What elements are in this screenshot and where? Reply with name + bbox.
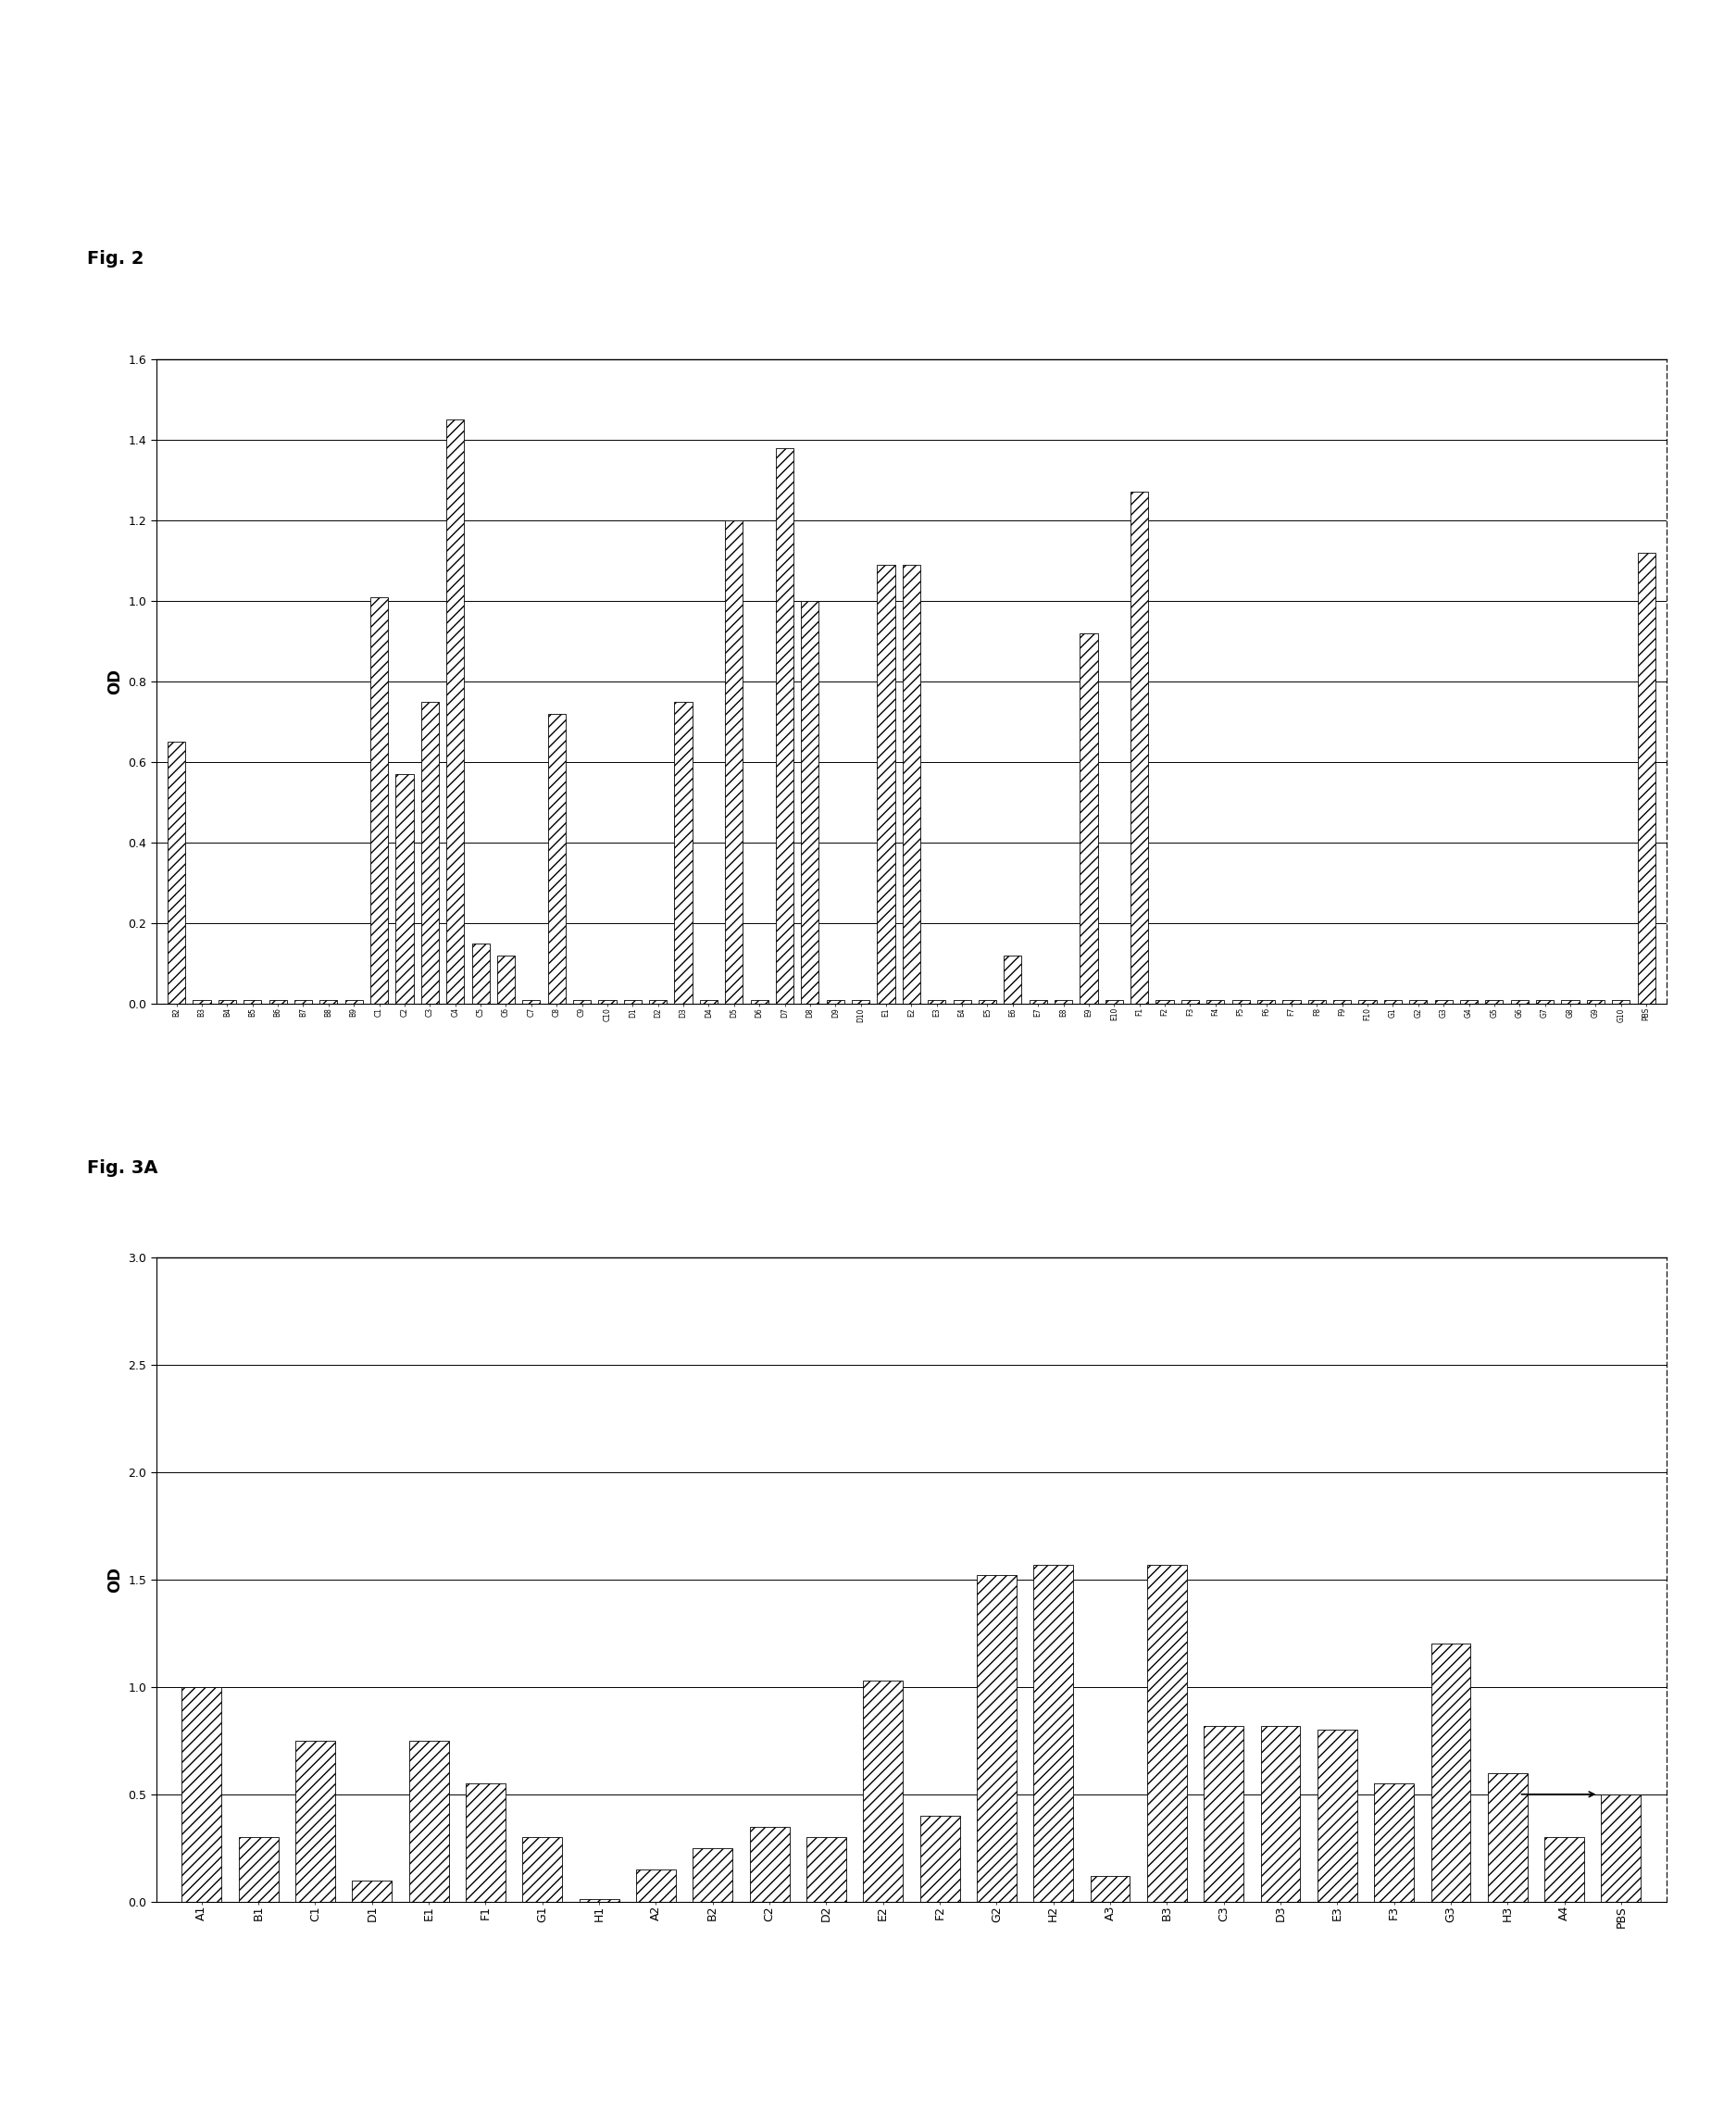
Bar bbox=[465, 1783, 505, 1902]
Bar bbox=[1460, 999, 1477, 1004]
Bar bbox=[750, 1826, 790, 1902]
Bar bbox=[319, 999, 337, 1004]
Bar bbox=[977, 1574, 1017, 1902]
Bar bbox=[1359, 999, 1377, 1004]
Bar bbox=[1033, 1564, 1073, 1902]
Bar bbox=[1106, 999, 1123, 1004]
Bar bbox=[1486, 999, 1503, 1004]
Bar bbox=[219, 999, 236, 1004]
Bar bbox=[903, 564, 920, 1004]
Bar bbox=[496, 955, 516, 1004]
Bar bbox=[1430, 1644, 1470, 1902]
Bar bbox=[1510, 999, 1528, 1004]
Bar bbox=[1637, 551, 1654, 1004]
Bar bbox=[802, 600, 819, 1004]
Y-axis label: OD: OD bbox=[106, 1566, 123, 1593]
Bar bbox=[1090, 1876, 1130, 1902]
Bar bbox=[410, 1741, 448, 1902]
Bar bbox=[920, 1815, 960, 1902]
Bar bbox=[623, 999, 642, 1004]
Bar bbox=[1375, 1783, 1413, 1902]
Bar bbox=[750, 999, 769, 1004]
Bar bbox=[1003, 955, 1021, 1004]
Bar bbox=[1203, 1726, 1243, 1902]
Bar bbox=[877, 564, 896, 1004]
Bar bbox=[700, 999, 717, 1004]
Bar bbox=[649, 999, 667, 1004]
Bar bbox=[352, 1881, 392, 1902]
Bar bbox=[1156, 999, 1174, 1004]
Bar bbox=[852, 999, 870, 1004]
Bar bbox=[1147, 1564, 1187, 1902]
Bar bbox=[193, 999, 210, 1004]
Bar bbox=[182, 1686, 222, 1902]
Bar bbox=[599, 999, 616, 1004]
Bar bbox=[1260, 1726, 1300, 1902]
Bar bbox=[1257, 999, 1274, 1004]
Bar bbox=[168, 742, 186, 1004]
Bar bbox=[446, 420, 464, 1004]
Bar bbox=[1029, 999, 1047, 1004]
Bar bbox=[523, 1836, 562, 1902]
Bar bbox=[1561, 999, 1580, 1004]
Bar bbox=[806, 1836, 845, 1902]
Bar bbox=[1080, 634, 1097, 1004]
Bar bbox=[422, 702, 439, 1004]
Bar bbox=[549, 714, 566, 1004]
Bar bbox=[238, 1836, 278, 1902]
Bar bbox=[472, 942, 490, 1004]
Bar bbox=[1601, 1794, 1641, 1902]
Bar bbox=[1233, 999, 1250, 1004]
Bar bbox=[269, 999, 286, 1004]
Bar bbox=[979, 999, 996, 1004]
Bar bbox=[573, 999, 590, 1004]
Bar bbox=[693, 1849, 733, 1902]
Bar bbox=[1333, 999, 1351, 1004]
Bar bbox=[295, 1741, 335, 1902]
Bar bbox=[635, 1870, 675, 1902]
Bar bbox=[1384, 999, 1401, 1004]
Text: Fig. 3A: Fig. 3A bbox=[87, 1158, 158, 1177]
Bar bbox=[1180, 999, 1200, 1004]
Bar bbox=[345, 999, 363, 1004]
Bar bbox=[523, 999, 540, 1004]
Bar bbox=[295, 999, 312, 1004]
Bar bbox=[1283, 999, 1300, 1004]
Bar bbox=[1307, 999, 1326, 1004]
Bar bbox=[1587, 999, 1604, 1004]
Bar bbox=[863, 1680, 903, 1902]
Bar bbox=[675, 702, 693, 1004]
Bar bbox=[243, 999, 262, 1004]
Bar bbox=[826, 999, 844, 1004]
Bar bbox=[1054, 999, 1073, 1004]
Bar bbox=[370, 596, 389, 1004]
Bar bbox=[1545, 1836, 1585, 1902]
Bar bbox=[1613, 999, 1630, 1004]
Bar bbox=[1410, 999, 1427, 1004]
Bar bbox=[1536, 999, 1554, 1004]
Bar bbox=[1488, 1773, 1528, 1902]
Bar bbox=[1207, 999, 1224, 1004]
Bar bbox=[1130, 492, 1147, 1004]
Bar bbox=[927, 999, 946, 1004]
Bar bbox=[580, 1900, 620, 1902]
Y-axis label: OD: OD bbox=[106, 668, 123, 695]
Bar bbox=[396, 773, 413, 1004]
Text: Fig. 2: Fig. 2 bbox=[87, 249, 144, 268]
Bar bbox=[776, 448, 793, 1004]
Bar bbox=[1318, 1731, 1358, 1902]
Bar bbox=[726, 520, 743, 1004]
Bar bbox=[953, 999, 970, 1004]
Bar bbox=[1434, 999, 1453, 1004]
